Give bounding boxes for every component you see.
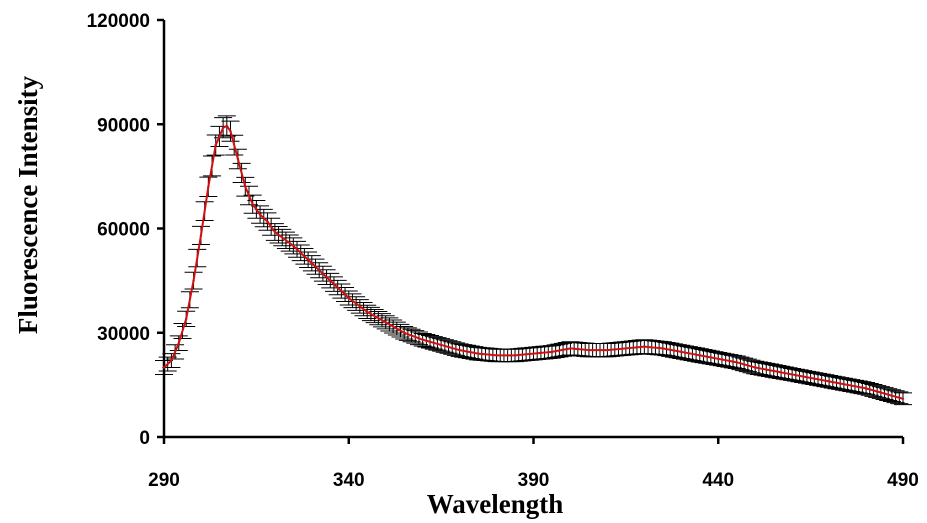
data-point	[827, 380, 831, 383]
data-point	[310, 262, 313, 265]
y-tick-label: 30000	[97, 324, 150, 345]
data-point	[251, 202, 254, 206]
data-point	[735, 361, 738, 364]
data-point	[513, 354, 517, 357]
data-point	[225, 124, 229, 128]
data-point	[550, 350, 554, 354]
data-point	[402, 331, 406, 334]
data-point	[244, 185, 247, 188]
data-point	[366, 310, 369, 314]
y-tick-label: 120000	[87, 11, 150, 32]
data-point	[229, 130, 232, 133]
y-axis-title: Fluorescence Intensity	[13, 75, 43, 334]
data-point	[680, 350, 683, 354]
data-point	[162, 366, 166, 369]
data-point	[292, 244, 295, 248]
data-point	[192, 279, 195, 282]
data-point	[846, 383, 849, 387]
x-axis-title: Wavelength	[427, 489, 564, 519]
data-point	[772, 369, 775, 373]
data-point	[236, 157, 240, 161]
data-point	[587, 348, 591, 352]
data-point	[273, 230, 277, 234]
data-point	[458, 348, 461, 352]
data-point	[809, 376, 812, 380]
data-point	[606, 348, 609, 352]
y-tick-label: 90000	[97, 115, 150, 136]
x-tick-label: 290	[148, 470, 180, 491]
data-point	[532, 352, 535, 355]
data-point	[258, 213, 262, 216]
data-point	[347, 296, 350, 300]
data-point	[643, 345, 646, 348]
series-layer	[162, 124, 905, 400]
data-point	[901, 397, 905, 400]
data-point	[883, 392, 886, 395]
data-point	[184, 317, 188, 321]
y-tick-label: 0	[139, 428, 150, 449]
data-point	[207, 185, 210, 188]
data-point	[199, 234, 203, 237]
data-point	[569, 347, 572, 350]
x-tick-label: 390	[518, 470, 550, 491]
data-point	[221, 126, 225, 129]
x-tick-label: 440	[702, 470, 734, 491]
data-point	[476, 352, 480, 355]
data-point	[864, 387, 868, 390]
x-tick-label: 340	[333, 470, 365, 491]
data-point	[717, 357, 720, 361]
data-point	[698, 354, 701, 357]
data-point	[329, 279, 332, 282]
data-point	[661, 347, 665, 350]
data-point	[495, 354, 498, 357]
data-point	[790, 373, 794, 376]
data-point	[754, 366, 757, 369]
data-point	[170, 359, 173, 362]
data-point	[266, 220, 269, 223]
tick-labels: 0 30000 60000 90000 120000 290 340 390 440 490	[87, 11, 919, 491]
x-tick-label: 490	[887, 470, 919, 491]
data-point	[624, 347, 628, 350]
data-point	[214, 143, 217, 147]
data-point	[439, 343, 443, 347]
y-tick-label: 60000	[97, 220, 150, 241]
data-point	[421, 338, 424, 341]
error-bars	[155, 115, 912, 406]
data-point	[177, 341, 180, 345]
data-point	[384, 321, 387, 324]
